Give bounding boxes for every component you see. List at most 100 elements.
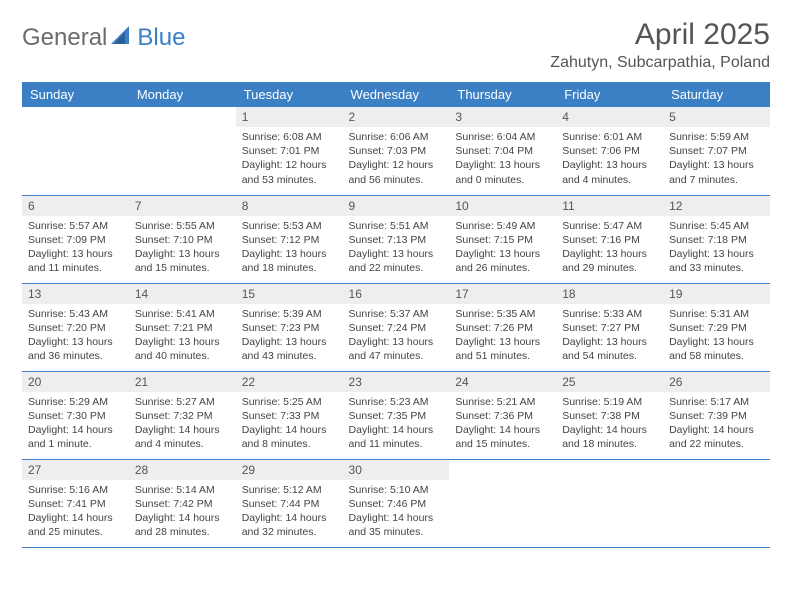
weekday-header: Sunday — [22, 82, 129, 107]
day-details: Sunrise: 5:43 AMSunset: 7:20 PMDaylight:… — [22, 304, 129, 370]
daylight-text: Daylight: 13 hours and 36 minutes. — [28, 335, 123, 363]
day-number: 17 — [449, 284, 556, 304]
day-details: Sunrise: 5:12 AMSunset: 7:44 PMDaylight:… — [236, 480, 343, 546]
calendar-cell: 28Sunrise: 5:14 AMSunset: 7:42 PMDayligh… — [129, 459, 236, 547]
calendar-cell: 30Sunrise: 5:10 AMSunset: 7:46 PMDayligh… — [343, 459, 450, 547]
header: General Blue April 2025 Zahutyn, Subcarp… — [22, 18, 770, 72]
sunset-text: Sunset: 7:10 PM — [135, 233, 230, 247]
sunset-text: Sunset: 7:44 PM — [242, 497, 337, 511]
calendar-table: SundayMondayTuesdayWednesdayThursdayFrid… — [22, 82, 770, 548]
day-details: Sunrise: 5:35 AMSunset: 7:26 PMDaylight:… — [449, 304, 556, 370]
day-number: 28 — [129, 460, 236, 480]
day-details: Sunrise: 5:33 AMSunset: 7:27 PMDaylight:… — [556, 304, 663, 370]
calendar-cell: 27Sunrise: 5:16 AMSunset: 7:41 PMDayligh… — [22, 459, 129, 547]
day-details: Sunrise: 6:04 AMSunset: 7:04 PMDaylight:… — [449, 127, 556, 193]
sunrise-text: Sunrise: 5:16 AM — [28, 483, 123, 497]
daylight-text: Daylight: 14 hours and 35 minutes. — [349, 511, 444, 539]
daylight-text: Daylight: 13 hours and 7 minutes. — [669, 158, 764, 186]
daylight-text: Daylight: 14 hours and 15 minutes. — [455, 423, 550, 451]
calendar-cell: 22Sunrise: 5:25 AMSunset: 7:33 PMDayligh… — [236, 371, 343, 459]
calendar-cell: 24Sunrise: 5:21 AMSunset: 7:36 PMDayligh… — [449, 371, 556, 459]
sunrise-text: Sunrise: 5:43 AM — [28, 307, 123, 321]
day-number: 21 — [129, 372, 236, 392]
day-details: Sunrise: 5:27 AMSunset: 7:32 PMDaylight:… — [129, 392, 236, 458]
daylight-text: Daylight: 13 hours and 22 minutes. — [349, 247, 444, 275]
sunset-text: Sunset: 7:18 PM — [669, 233, 764, 247]
sunset-text: Sunset: 7:29 PM — [669, 321, 764, 335]
daylight-text: Daylight: 13 hours and 29 minutes. — [562, 247, 657, 275]
weekday-header: Monday — [129, 82, 236, 107]
day-number: 18 — [556, 284, 663, 304]
month-title: April 2025 — [550, 18, 770, 52]
day-details: Sunrise: 5:23 AMSunset: 7:35 PMDaylight:… — [343, 392, 450, 458]
day-details: Sunrise: 5:14 AMSunset: 7:42 PMDaylight:… — [129, 480, 236, 546]
calendar-cell: 1Sunrise: 6:08 AMSunset: 7:01 PMDaylight… — [236, 107, 343, 195]
sunrise-text: Sunrise: 5:23 AM — [349, 395, 444, 409]
day-number: 22 — [236, 372, 343, 392]
calendar-cell: 25Sunrise: 5:19 AMSunset: 7:38 PMDayligh… — [556, 371, 663, 459]
day-number: 24 — [449, 372, 556, 392]
weekday-header-row: SundayMondayTuesdayWednesdayThursdayFrid… — [22, 82, 770, 107]
sunrise-text: Sunrise: 5:37 AM — [349, 307, 444, 321]
daylight-text: Daylight: 13 hours and 54 minutes. — [562, 335, 657, 363]
sunset-text: Sunset: 7:24 PM — [349, 321, 444, 335]
day-details: Sunrise: 5:16 AMSunset: 7:41 PMDaylight:… — [22, 480, 129, 546]
calendar-cell — [449, 459, 556, 547]
daylight-text: Daylight: 13 hours and 11 minutes. — [28, 247, 123, 275]
sunset-text: Sunset: 7:32 PM — [135, 409, 230, 423]
day-details: Sunrise: 5:29 AMSunset: 7:30 PMDaylight:… — [22, 392, 129, 458]
calendar-cell: 15Sunrise: 5:39 AMSunset: 7:23 PMDayligh… — [236, 283, 343, 371]
day-details: Sunrise: 5:57 AMSunset: 7:09 PMDaylight:… — [22, 216, 129, 282]
calendar-cell: 17Sunrise: 5:35 AMSunset: 7:26 PMDayligh… — [449, 283, 556, 371]
day-details: Sunrise: 5:49 AMSunset: 7:15 PMDaylight:… — [449, 216, 556, 282]
sunrise-text: Sunrise: 5:45 AM — [669, 219, 764, 233]
calendar-week-row: 6Sunrise: 5:57 AMSunset: 7:09 PMDaylight… — [22, 195, 770, 283]
sunrise-text: Sunrise: 5:14 AM — [135, 483, 230, 497]
day-details: Sunrise: 5:59 AMSunset: 7:07 PMDaylight:… — [663, 127, 770, 193]
day-number: 2 — [343, 107, 450, 127]
calendar-cell — [556, 459, 663, 547]
day-number: 7 — [129, 196, 236, 216]
sunset-text: Sunset: 7:33 PM — [242, 409, 337, 423]
day-number: 16 — [343, 284, 450, 304]
day-details: Sunrise: 5:47 AMSunset: 7:16 PMDaylight:… — [556, 216, 663, 282]
day-number: 9 — [343, 196, 450, 216]
calendar-cell: 18Sunrise: 5:33 AMSunset: 7:27 PMDayligh… — [556, 283, 663, 371]
day-details: Sunrise: 5:31 AMSunset: 7:29 PMDaylight:… — [663, 304, 770, 370]
title-block: April 2025 Zahutyn, Subcarpathia, Poland — [550, 18, 770, 72]
calendar-cell: 20Sunrise: 5:29 AMSunset: 7:30 PMDayligh… — [22, 371, 129, 459]
day-number: 30 — [343, 460, 450, 480]
calendar-cell: 13Sunrise: 5:43 AMSunset: 7:20 PMDayligh… — [22, 283, 129, 371]
calendar-cell: 16Sunrise: 5:37 AMSunset: 7:24 PMDayligh… — [343, 283, 450, 371]
day-number: 25 — [556, 372, 663, 392]
daylight-text: Daylight: 13 hours and 58 minutes. — [669, 335, 764, 363]
day-number: 14 — [129, 284, 236, 304]
calendar-cell: 11Sunrise: 5:47 AMSunset: 7:16 PMDayligh… — [556, 195, 663, 283]
sail-icon — [111, 26, 133, 51]
daylight-text: Daylight: 12 hours and 56 minutes. — [349, 158, 444, 186]
sunrise-text: Sunrise: 5:12 AM — [242, 483, 337, 497]
logo-text-blue: Blue — [137, 24, 185, 52]
day-number: 19 — [663, 284, 770, 304]
day-details: Sunrise: 5:37 AMSunset: 7:24 PMDaylight:… — [343, 304, 450, 370]
sunset-text: Sunset: 7:36 PM — [455, 409, 550, 423]
day-details: Sunrise: 6:06 AMSunset: 7:03 PMDaylight:… — [343, 127, 450, 193]
logo-text-general: General — [22, 24, 107, 52]
calendar-cell — [663, 459, 770, 547]
day-number: 26 — [663, 372, 770, 392]
sunset-text: Sunset: 7:30 PM — [28, 409, 123, 423]
sunset-text: Sunset: 7:15 PM — [455, 233, 550, 247]
sunrise-text: Sunrise: 5:19 AM — [562, 395, 657, 409]
calendar-cell: 3Sunrise: 6:04 AMSunset: 7:04 PMDaylight… — [449, 107, 556, 195]
sunrise-text: Sunrise: 5:27 AM — [135, 395, 230, 409]
sunset-text: Sunset: 7:04 PM — [455, 144, 550, 158]
day-number: 11 — [556, 196, 663, 216]
sunset-text: Sunset: 7:23 PM — [242, 321, 337, 335]
sunrise-text: Sunrise: 5:35 AM — [455, 307, 550, 321]
calendar-cell — [22, 107, 129, 195]
daylight-text: Daylight: 13 hours and 43 minutes. — [242, 335, 337, 363]
sunrise-text: Sunrise: 6:04 AM — [455, 130, 550, 144]
day-number: 5 — [663, 107, 770, 127]
calendar-cell: 10Sunrise: 5:49 AMSunset: 7:15 PMDayligh… — [449, 195, 556, 283]
sunset-text: Sunset: 7:42 PM — [135, 497, 230, 511]
